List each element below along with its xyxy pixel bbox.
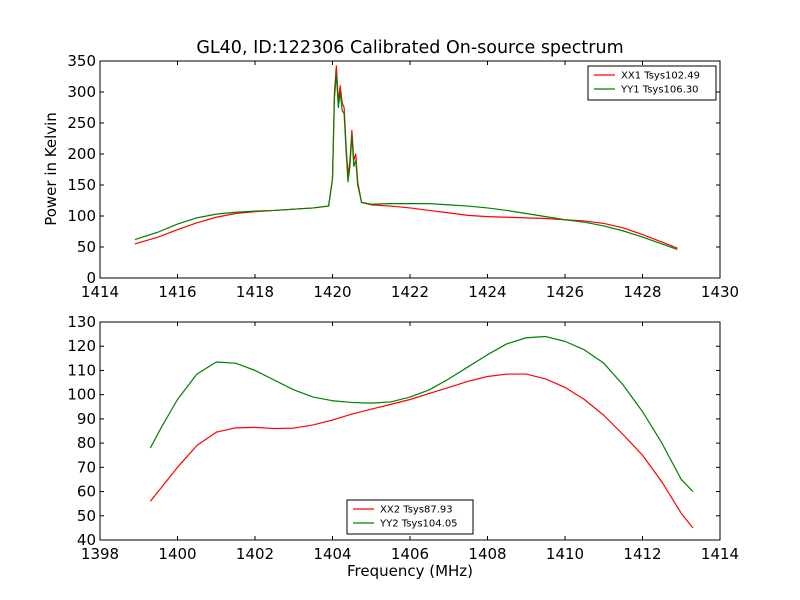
y-tick-label: 110 [67, 361, 96, 379]
x-tick-label: 1398 [81, 545, 119, 563]
x-tick-label: 1408 [468, 545, 506, 563]
y-tick-label: 90 [77, 410, 96, 428]
bottom-plot: 1398 1400 1402 1404 1406 1408 1410 1412 1414 40 50… [67, 313, 739, 563]
x-tick-label: 1426 [546, 283, 584, 301]
x-tick-label: 1418 [236, 283, 274, 301]
chart-title: GL40, ID:122306 Calibrated On-source spe… [196, 38, 623, 58]
x-axis-label: Frequency (MHz) [347, 562, 473, 580]
series-line-red [149, 373, 694, 529]
x-tick-label: 1424 [468, 283, 506, 301]
x-tick-label: 1414 [81, 283, 119, 301]
y-tick-label: 200 [67, 145, 96, 163]
x-tick-label: 1412 [623, 545, 661, 563]
y-tick-label: 350 [67, 52, 96, 70]
y-axis-label: Power in Kelvin [42, 112, 60, 226]
x-tick-label: 1414 [701, 545, 739, 563]
x-tick-label: 1402 [236, 545, 274, 563]
x-tick-label: 1428 [623, 283, 661, 301]
y-tick-label: 70 [77, 458, 96, 476]
legend-entry: XX2 Tsys87.93 [380, 505, 453, 516]
legend-box [587, 65, 717, 101]
legend-entry: YY1 Tsys106.30 [620, 85, 699, 96]
x-tick-label: 1406 [391, 545, 429, 563]
x-tick-label: 1422 [391, 283, 429, 301]
legend-entry: XX1 Tsys102.49 [621, 71, 700, 82]
x-tick-label: 1430 [701, 283, 739, 301]
x-tick-label: 1404 [313, 545, 351, 563]
y-tick-label: 250 [67, 114, 96, 132]
y-tick-label: 150 [67, 176, 96, 194]
series-line-green [149, 335, 694, 492]
y-tick-label: 50 [77, 507, 96, 525]
y-tick-label: 130 [67, 313, 96, 331]
x-tick-label: 1400 [158, 545, 196, 563]
y-tick-label: 0 [86, 269, 96, 287]
y-tick-label: 300 [67, 83, 96, 101]
series-line-green [134, 72, 678, 251]
y-tick-label: 100 [67, 386, 96, 404]
top-plot: 1414 1416 1418 1420 1422 1424 1426 1428 1430 0 50 1… [67, 52, 739, 301]
y-tick-label: 50 [77, 238, 96, 256]
legend-entry: YY2 Tsys104.05 [379, 519, 458, 530]
legend-box [346, 499, 474, 535]
y-tick-label: 40 [77, 531, 96, 549]
y-tick-label: 60 [77, 483, 96, 501]
y-tick-label: 80 [77, 434, 96, 452]
x-tick-label: 1420 [313, 283, 351, 301]
y-tick-label: 100 [67, 207, 96, 225]
y-tick-label: 120 [67, 337, 96, 355]
x-tick-label: 1416 [158, 283, 196, 301]
x-tick-label: 1410 [546, 545, 584, 563]
